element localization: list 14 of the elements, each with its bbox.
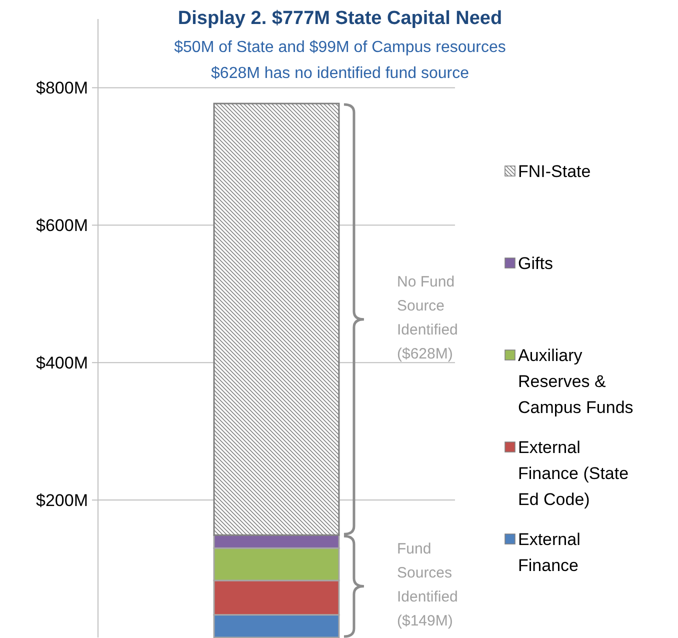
text: $50M of State and $99M of Campus resources $628M has no identified fund source [174,39,506,82]
bar [213,102,340,536]
legend-label: Auxiliary Reserves & Campus Funds [518,346,634,417]
legend-label: FNI-State [518,162,591,181]
legend-label: Gifts [518,254,553,273]
text: Fund Sources Identified ($149M) [397,540,458,630]
chart-title: Display 2. $777M State Capital Need [178,8,502,29]
y-tick-label: $800M [36,78,88,98]
legend-label: External Finance (State Ed Code) [518,438,629,509]
y-tick-label: $200M [36,491,88,510]
y-tick-label: $600M [36,216,88,236]
text: No Fund Source Identified ($628M) [397,273,458,362]
y-tick-label: $400M [36,354,88,373]
legend-label: External Finance [518,530,580,575]
